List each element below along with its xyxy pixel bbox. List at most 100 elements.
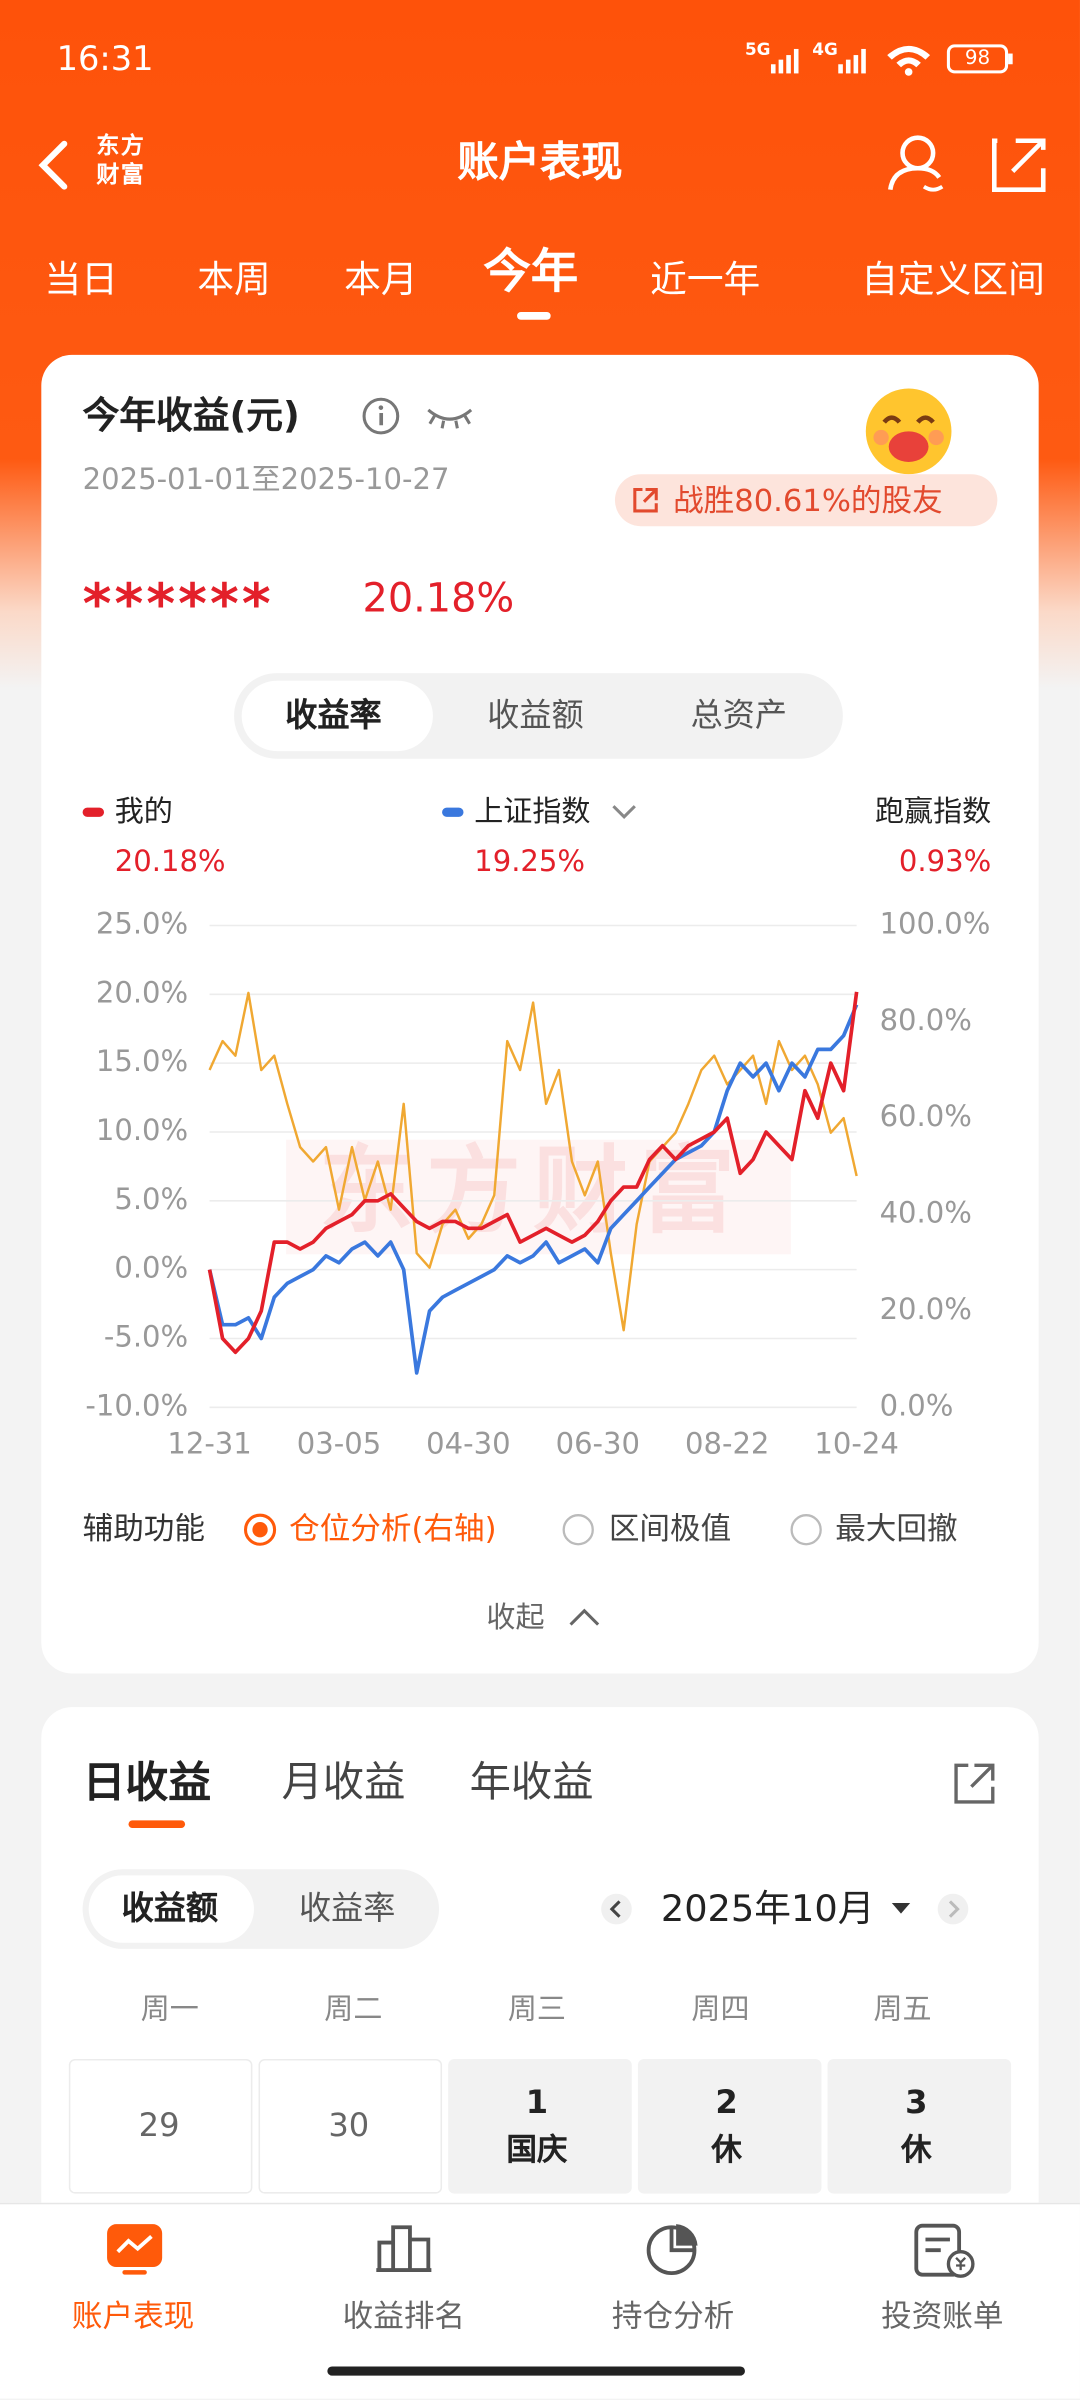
weekday: 周五: [873, 1992, 932, 2027]
aux-option[interactable]: 仓位分析(右轴): [289, 1509, 497, 1547]
profit-tab-indicator: [128, 1820, 186, 1828]
radio[interactable]: [788, 1511, 825, 1548]
legend-label: 我的: [114, 794, 173, 829]
nav-item[interactable]: 持仓分析: [611, 2297, 735, 2335]
status-time: 16:31: [56, 41, 154, 80]
period-tab[interactable]: 近一年: [650, 258, 761, 302]
total-return: 20.18%: [362, 576, 515, 623]
date-range: 2025-01-01至2025-10-27: [82, 462, 450, 497]
battery-level: 98: [964, 47, 991, 71]
weekday: 周三: [507, 1992, 567, 2027]
rank-badge[interactable]: [614, 474, 998, 527]
radio-selected[interactable]: [242, 1511, 279, 1548]
metric-segment-active: [241, 680, 433, 752]
calendar-cell[interactable]: [448, 2058, 632, 2194]
prev-month[interactable]: [600, 1892, 634, 1926]
profit-toggle-active: [88, 1875, 254, 1943]
legend-swatch: [442, 807, 464, 817]
weekday: 周二: [324, 1992, 383, 2027]
hidden-amount: ******: [82, 573, 274, 637]
x-tick-label: 03-05: [297, 1427, 381, 1461]
back-button[interactable]: [34, 138, 80, 193]
calendar-cell[interactable]: [258, 2058, 443, 2194]
legend-label[interactable]: 上证指数: [474, 794, 591, 829]
metric-tab[interactable]: 收益率: [285, 696, 382, 734]
calendar-cell[interactable]: [68, 2058, 253, 2194]
watermark-box: [286, 1139, 791, 1255]
summary-icons[interactable]: [361, 395, 483, 438]
series-line: [208, 991, 858, 1332]
summary-card: [41, 354, 1039, 1674]
calendar-day: 2: [715, 2084, 738, 2121]
metric-tab[interactable]: 收益额: [487, 696, 584, 734]
metric-tab[interactable]: 总资产: [690, 696, 788, 734]
nav-icon: [376, 2225, 432, 2272]
weekday: 周四: [691, 1992, 750, 2027]
y-tick-label: -5.0%: [104, 1319, 188, 1353]
y-tick-label: 10.0%: [96, 1113, 188, 1147]
page-title: 账户表现: [457, 139, 623, 187]
period-tab[interactable]: 自定义区间: [861, 258, 1045, 302]
aux-option[interactable]: 区间极值: [608, 1509, 732, 1547]
profit-toggle-option[interactable]: 收益额: [121, 1889, 218, 1927]
emoji-decoration: [865, 388, 952, 475]
calendar-cell[interactable]: [637, 2058, 822, 2194]
next-month[interactable]: [936, 1892, 970, 1926]
collapse-icon: [569, 1608, 600, 1626]
y2-tick-label: 100.0%: [880, 906, 991, 940]
nav-item-active[interactable]: 账户表现: [71, 2297, 195, 2335]
y2-tick-label: 40.0%: [880, 1196, 972, 1230]
calendar-note: 休: [900, 2130, 932, 2168]
profit-tab[interactable]: 月收益: [281, 1759, 406, 1807]
nav-item[interactable]: 投资账单: [881, 2297, 1004, 2335]
calendar-day: 29: [138, 2107, 180, 2144]
y2-tick-label: 20.0%: [880, 1292, 972, 1326]
month-label[interactable]: 2025年10月: [660, 1887, 875, 1931]
y-tick-label: 5.0%: [114, 1182, 188, 1216]
legend-value: 0.93%: [898, 845, 992, 879]
legend-value: 19.25%: [474, 845, 586, 879]
y2-tick-label: 60.0%: [880, 1099, 972, 1133]
radio[interactable]: [560, 1511, 597, 1548]
tab-indicator: [517, 312, 551, 320]
period-tab[interactable]: 当日: [44, 258, 118, 302]
index-dropdown[interactable]: [610, 802, 638, 823]
calendar-note: 休: [711, 2130, 742, 2168]
watermark: 东方财富: [319, 1137, 747, 1247]
bottom-nav: [0, 2202, 1080, 2399]
y2-tick-label: 0.0%: [880, 1388, 954, 1422]
y-tick-label: 15.0%: [96, 1044, 188, 1078]
excess-label: 跑赢指数: [874, 794, 992, 829]
legend-value: 20.18%: [114, 845, 226, 879]
nav-item[interactable]: 收益排名: [342, 2297, 466, 2335]
x-tick-label: 12-31: [167, 1427, 251, 1461]
aux-option[interactable]: 最大回撤: [835, 1509, 958, 1547]
calendar-day: 30: [328, 2107, 370, 2144]
share-button[interactable]: [950, 1759, 999, 1808]
calendar-cell[interactable]: [827, 2058, 1012, 2194]
period-tab[interactable]: 本周: [197, 258, 271, 302]
nav-icon: [646, 2224, 698, 2276]
weekday: 周一: [140, 1992, 199, 2027]
nav-icon: [914, 2223, 975, 2278]
y-tick-label: 20.0%: [96, 975, 188, 1009]
profit-tab[interactable]: 年收益: [469, 1759, 594, 1807]
status-icons: [770, 44, 1013, 76]
y2-tick-label: 80.0%: [880, 1003, 972, 1037]
y-tick-label: 25.0%: [96, 906, 188, 940]
rank-badge-text: 战胜80.61%的股友: [673, 481, 943, 519]
x-tick-label: 10-24: [814, 1427, 898, 1461]
period-tab-active[interactable]: 今年: [483, 244, 579, 300]
month-dropdown[interactable]: [890, 1900, 911, 1918]
profit-toggle-option[interactable]: 收益率: [299, 1889, 396, 1927]
aux-label: 辅助功能: [82, 1509, 205, 1547]
network-label: 5G: [744, 39, 771, 60]
series-line: [207, 1003, 859, 1375]
header-icons[interactable]: [884, 132, 1052, 199]
profit-tab-active[interactable]: 日收益: [82, 1757, 212, 1808]
x-tick-label: 08-22: [685, 1427, 769, 1461]
collapse-button[interactable]: 收起: [486, 1600, 545, 1635]
period-tab[interactable]: 本月: [344, 258, 418, 302]
